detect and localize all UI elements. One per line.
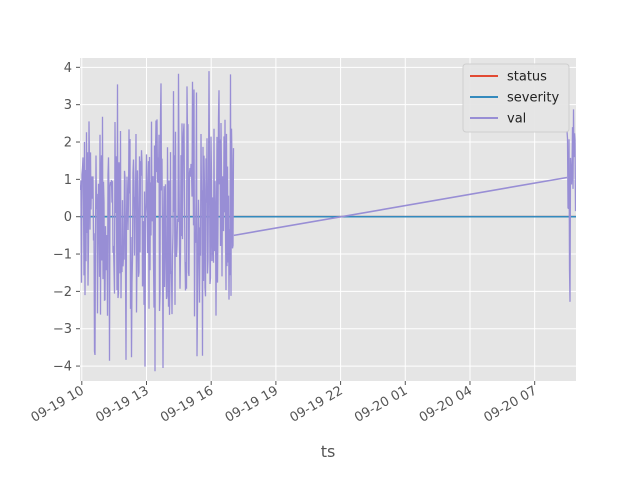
x-tick-label: 09-19 16 <box>158 383 216 425</box>
y-tick-label: 4 <box>64 61 72 76</box>
y-tick-label: 0 <box>64 210 72 225</box>
legend-box <box>462 63 570 133</box>
y-axis: −4 −3 −2 −1 0 1 2 3 4 <box>53 61 80 375</box>
x-tick-label: 09-20 04 <box>417 383 475 425</box>
x-tick-label: 09-20 01 <box>352 383 410 425</box>
val-line <box>233 176 568 237</box>
x-tick-label: 09-19 13 <box>93 383 151 425</box>
x-tick-label: 09-19 22 <box>287 383 345 425</box>
y-tick-label: −1 <box>53 248 72 263</box>
y-tick-label: −3 <box>53 322 72 337</box>
legend: status severity val <box>462 63 570 133</box>
y-tick-label: 2 <box>64 136 72 151</box>
x-tick-label: 09-20 07 <box>482 383 540 425</box>
y-tick-label: −4 <box>53 360 72 375</box>
plot-area <box>80 71 576 372</box>
legend-label-val: val <box>507 112 526 127</box>
x-axis-label: ts <box>321 442 336 461</box>
legend-label-severity: severity <box>507 91 560 106</box>
val-dense-line <box>566 109 576 302</box>
legend-label-status: status <box>507 70 547 85</box>
x-tick-label: 09-19 10 <box>29 383 87 425</box>
x-tick-label: 09-19 19 <box>223 383 281 425</box>
val-dense-line <box>80 71 235 372</box>
y-tick-label: 1 <box>64 173 72 188</box>
y-tick-label: 3 <box>64 98 72 113</box>
y-tick-label: −2 <box>53 285 72 300</box>
x-axis: 09-19 10 09-19 13 09-19 16 09-19 19 09-19 22… <box>29 381 540 426</box>
